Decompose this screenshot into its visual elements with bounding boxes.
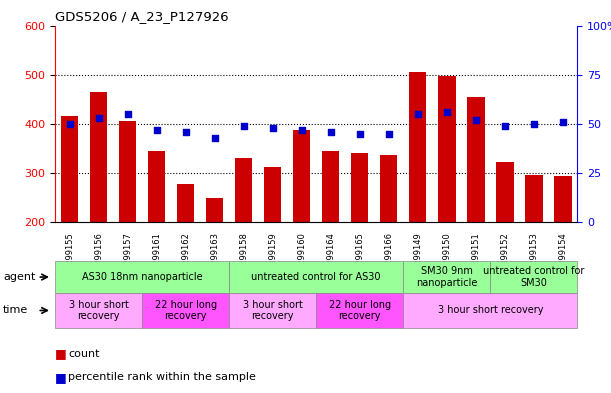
Text: untreated control for
SM30: untreated control for SM30: [483, 266, 585, 288]
Point: [500, 123, 510, 129]
Text: GDS5206 / A_23_P127926: GDS5206 / A_23_P127926: [55, 10, 229, 23]
Bar: [148, 151, 165, 222]
Point: [152, 127, 161, 133]
Bar: [206, 198, 224, 222]
Bar: [409, 72, 426, 222]
Bar: [525, 175, 543, 222]
Bar: [438, 76, 456, 222]
Point: [297, 127, 307, 133]
Text: time: time: [3, 305, 28, 316]
Point: [529, 121, 539, 127]
Text: SM30 9nm
nanoparticle: SM30 9nm nanoparticle: [416, 266, 477, 288]
Point: [65, 121, 75, 127]
Point: [326, 129, 335, 135]
Text: 3 hour short
recovery: 3 hour short recovery: [243, 300, 302, 321]
Bar: [351, 153, 368, 222]
Bar: [119, 121, 136, 222]
Bar: [322, 151, 340, 222]
Text: percentile rank within the sample: percentile rank within the sample: [68, 372, 256, 382]
Bar: [177, 184, 194, 222]
Bar: [380, 155, 397, 222]
Point: [93, 115, 103, 121]
Point: [181, 129, 191, 135]
Text: ■: ■: [55, 371, 67, 384]
Text: ■: ■: [55, 347, 67, 360]
Bar: [90, 92, 108, 222]
Text: untreated control for AS30: untreated control for AS30: [252, 272, 381, 282]
Text: AS30 18nm nanoparticle: AS30 18nm nanoparticle: [82, 272, 202, 282]
Point: [471, 117, 481, 123]
Text: 22 hour long
recovery: 22 hour long recovery: [155, 300, 217, 321]
Bar: [235, 158, 252, 222]
Bar: [264, 167, 281, 222]
Point: [239, 123, 249, 129]
Text: agent: agent: [3, 272, 35, 282]
Text: count: count: [68, 349, 100, 359]
Point: [442, 109, 452, 115]
Point: [268, 125, 277, 131]
Bar: [554, 176, 571, 222]
Point: [355, 130, 365, 137]
Point: [210, 134, 219, 141]
Point: [123, 111, 133, 117]
Bar: [467, 97, 485, 222]
Bar: [61, 116, 78, 222]
Point: [384, 130, 393, 137]
Point: [558, 119, 568, 125]
Text: 3 hour short recovery: 3 hour short recovery: [437, 305, 543, 316]
Text: 3 hour short
recovery: 3 hour short recovery: [68, 300, 128, 321]
Text: 22 hour long
recovery: 22 hour long recovery: [329, 300, 391, 321]
Bar: [293, 130, 310, 222]
Bar: [496, 162, 513, 222]
Point: [413, 111, 423, 117]
